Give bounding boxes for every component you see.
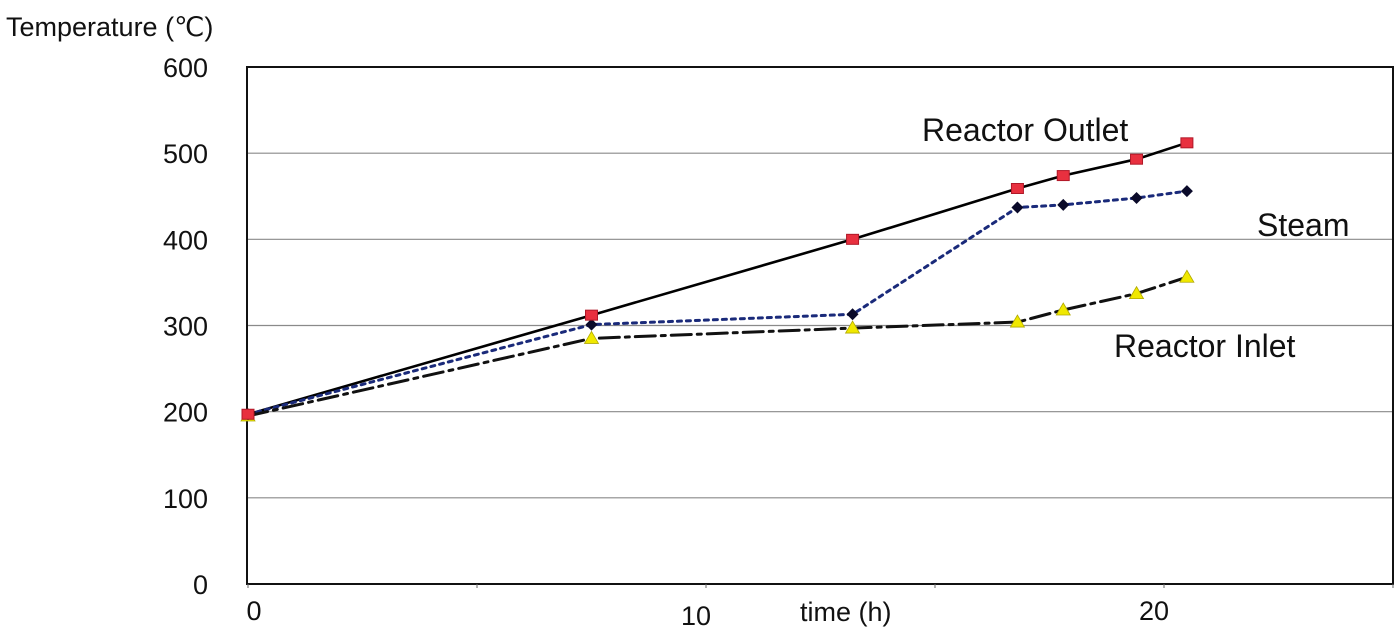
steam-point bbox=[1130, 191, 1143, 204]
y-tick-label: 400 bbox=[163, 225, 208, 255]
reactor-inlet-point bbox=[1128, 285, 1145, 300]
y-tick-label: 0 bbox=[193, 570, 208, 600]
reactor-outlet-line bbox=[246, 141, 1189, 416]
y-tick-label: 200 bbox=[163, 398, 208, 428]
x-axis-label: time (h) bbox=[800, 597, 892, 627]
series-labels: Reactor Outlet Steam Reactor Inlet bbox=[922, 112, 1349, 364]
reactor-outlet-point bbox=[1130, 153, 1144, 165]
reactor-outlet-point bbox=[846, 233, 860, 245]
reactor-outlet-point bbox=[1180, 137, 1194, 149]
steam-point bbox=[1011, 201, 1024, 214]
reactor-outlet-label: Reactor Outlet bbox=[922, 112, 1128, 148]
x-tick-label: 0 bbox=[246, 596, 261, 626]
y-tick-label: 600 bbox=[163, 53, 208, 83]
series-lines bbox=[246, 141, 1189, 418]
x-tick-label: 10 bbox=[681, 601, 711, 631]
reactor-inlet-point bbox=[1179, 269, 1195, 283]
reactor-inlet-line bbox=[246, 275, 1189, 418]
steam-label: Steam bbox=[1257, 207, 1349, 243]
steam-point bbox=[1057, 198, 1070, 211]
gridlines bbox=[248, 152, 1393, 499]
y-tick-label: 500 bbox=[163, 139, 208, 169]
y-tick-label: 300 bbox=[163, 312, 208, 342]
x-axis-ticks: 0 10 20 bbox=[246, 584, 1394, 631]
series-markers bbox=[240, 137, 1195, 422]
steam-point bbox=[1180, 185, 1193, 198]
reactor-outlet-point bbox=[1056, 170, 1070, 182]
x-tick-label: 20 bbox=[1139, 596, 1169, 626]
y-axis-label: Temperature (℃) bbox=[6, 12, 213, 42]
reactor-outlet-point bbox=[585, 309, 598, 321]
y-tick-label: 100 bbox=[163, 484, 208, 514]
reactor-outlet-point bbox=[241, 408, 255, 420]
plot-area-frame bbox=[246, 66, 1394, 585]
reactor-inlet-point bbox=[583, 330, 600, 344]
y-axis-ticks: 0 100 200 300 400 500 600 bbox=[163, 53, 208, 600]
steam-line bbox=[246, 189, 1189, 416]
reactor-inlet-label: Reactor Inlet bbox=[1114, 328, 1296, 364]
steam-point bbox=[846, 308, 859, 321]
reactor-outlet-point bbox=[1010, 182, 1024, 194]
reactor-inlet-point bbox=[1055, 302, 1071, 316]
reactor-inlet-point bbox=[1009, 314, 1026, 328]
steam-point bbox=[585, 318, 598, 331]
reactor-inlet-point bbox=[844, 320, 861, 334]
